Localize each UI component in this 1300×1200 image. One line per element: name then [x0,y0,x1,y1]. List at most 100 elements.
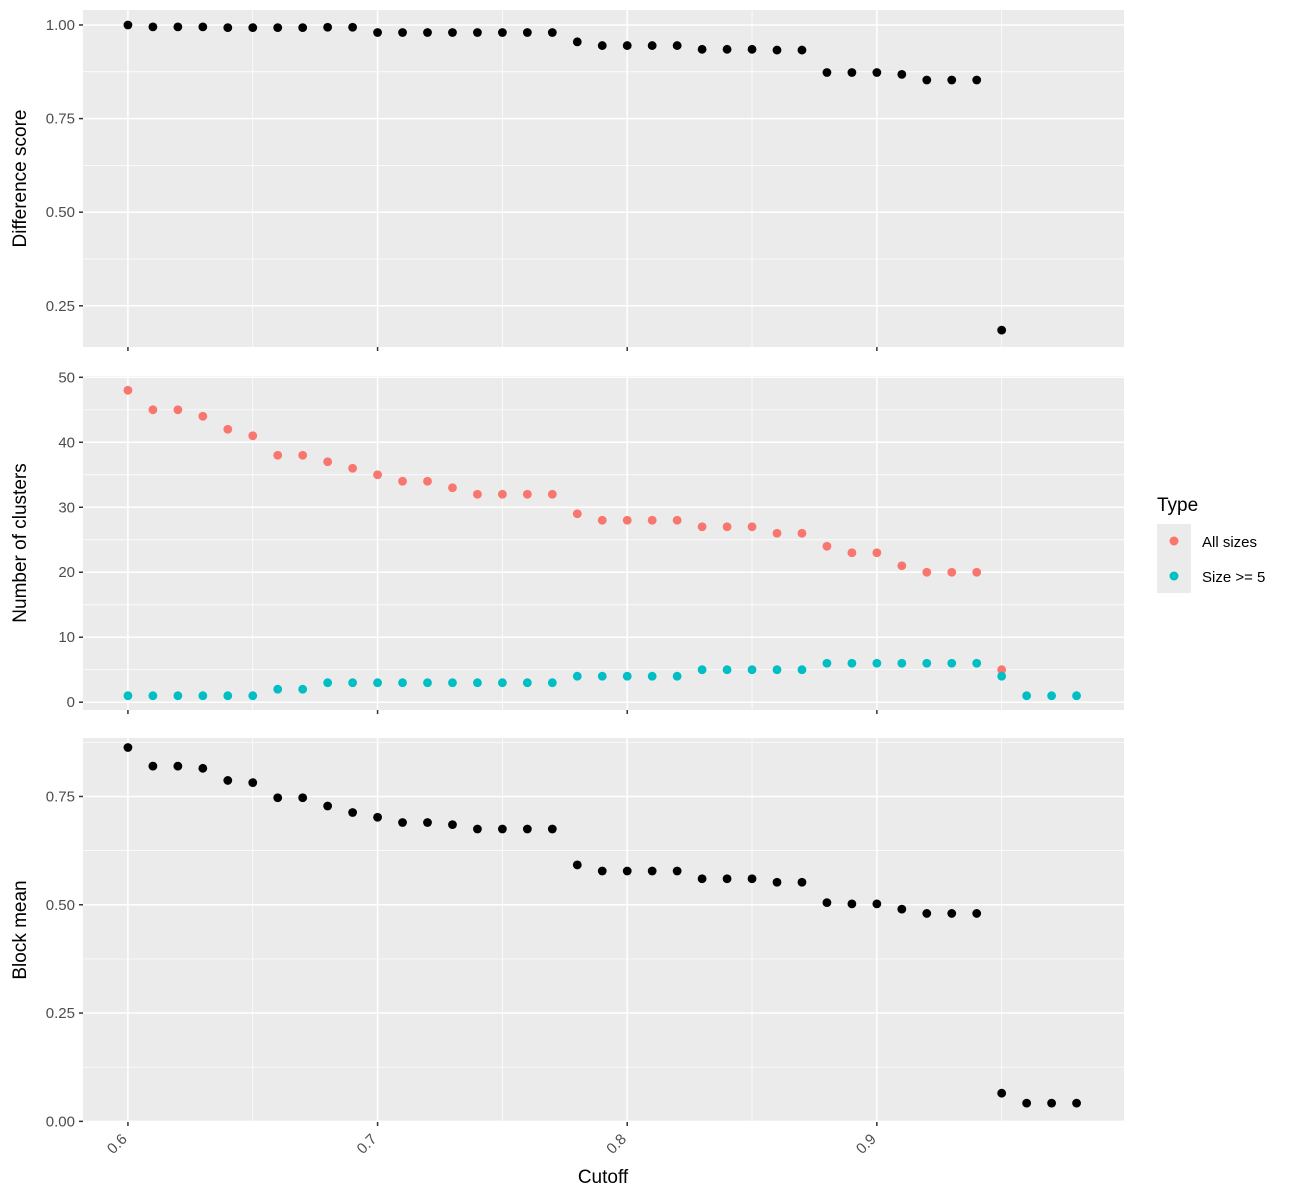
data-point [273,793,283,803]
data-point [597,515,607,525]
data-point [622,866,632,876]
panel-background [83,10,1124,347]
data-point [448,820,457,830]
data-point [547,678,557,688]
data-point [497,489,507,499]
x-tick-label: 0.7 [354,1131,381,1158]
data-point [697,874,707,884]
data-point [722,44,732,54]
data-point [173,22,183,32]
data-point [123,743,133,752]
panel-block-mean: 0.00 0.25 0.50 0.75 Block mean [10,738,1124,1130]
panel-background [83,738,1124,1122]
data-point [772,45,782,55]
data-point [223,424,233,434]
data-point [323,457,333,467]
data-point [148,691,158,701]
data-point [373,28,382,37]
data-point [547,824,557,834]
data-point [872,548,882,558]
y-tick-label: 0.25 [46,298,75,315]
y-tick-label: 0.25 [46,1005,75,1022]
data-point [922,75,932,85]
data-point [473,489,482,499]
data-point [323,801,333,811]
data-point [248,778,258,788]
y-tick-label: 10 [58,629,75,646]
data-point [473,678,482,688]
data-point [522,28,532,37]
y-tick-label: 0.75 [46,111,75,128]
legend-title: Type [1157,495,1198,516]
data-point [847,548,857,558]
data-point [822,68,832,77]
data-point [972,567,982,577]
data-point [497,824,507,834]
data-point [497,678,507,688]
data-point [697,522,707,532]
legend-key-all-sizes [1169,536,1179,546]
data-point [522,824,532,834]
data-point [547,28,557,37]
data-point [323,678,333,688]
data-point [897,658,907,668]
data-point [922,658,932,668]
data-point [547,489,557,499]
data-point [622,671,632,681]
data-point [597,866,607,876]
panel-background [83,376,1124,710]
data-point [448,28,457,37]
data-point [897,561,907,571]
data-point [572,509,582,519]
legend-key-background [1157,524,1191,593]
data-point [797,528,807,538]
data-point [398,476,407,486]
data-point [148,405,158,415]
data-point [897,904,907,914]
data-point [373,470,382,480]
data-point [348,808,358,817]
data-point [298,450,308,460]
data-point [972,658,982,668]
data-point [772,665,782,675]
data-point [123,691,133,701]
y-tick-label: 0.50 [46,897,75,914]
y-axis-title: Block mean [10,880,31,979]
data-point [473,28,482,37]
data-point [348,463,358,473]
data-point [423,678,432,688]
series-size-5 [123,658,1081,701]
data-point [947,567,957,577]
data-point [997,325,1007,335]
y-tick-label: 0 [67,694,75,711]
data-point [273,684,283,694]
data-point [872,68,882,77]
data-point [997,1088,1007,1098]
data-point [423,818,432,827]
data-point [722,874,732,884]
y-tick-label: 50 [58,369,75,386]
data-point [797,877,807,887]
data-point [897,70,907,79]
data-point [997,665,1007,675]
data-point [997,671,1007,681]
data-point [647,41,657,50]
x-axis: 0.6 0.7 0.8 0.9 [104,1131,880,1158]
data-point [697,665,707,675]
data-point [123,385,133,395]
data-point [373,678,382,688]
series-block-mean [123,743,1081,1108]
legend: Type All sizes Size >= 5 [1157,495,1265,593]
data-point [173,761,183,771]
data-point [822,541,832,551]
data-point [323,22,333,32]
data-point [697,44,707,54]
data-point [398,678,407,688]
y-tick-label: 0.00 [46,1113,75,1130]
data-point [198,763,208,773]
data-point [148,761,158,771]
data-point [448,483,457,493]
data-point [572,860,582,870]
legend-label-all-sizes: All sizes [1202,534,1257,551]
